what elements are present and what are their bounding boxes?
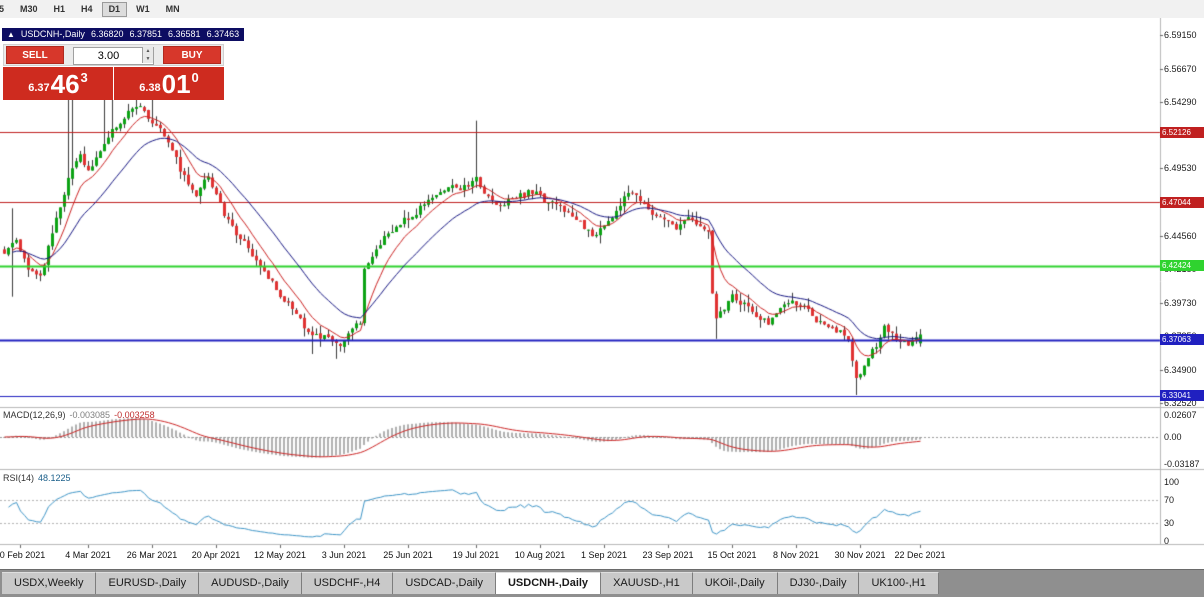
price-axis-label: 6.49530 [1164, 162, 1197, 173]
quote-close: 6.37463 [206, 29, 240, 39]
date-axis-label: 30 Nov 2021 [834, 550, 886, 560]
chart-region: ▲ USDCNH-,Daily 6.36820 6.37851 6.36581 … [0, 18, 1204, 569]
buy-price-small: 6.38 [139, 82, 161, 94]
chart-tab-ukoil-daily[interactable]: UKOil-,Daily [692, 572, 778, 594]
chart-tab-eurusd-daily[interactable]: EURUSD-,Daily [96, 572, 200, 594]
candlestick-chart-canvas[interactable] [0, 18, 1204, 569]
chart-tab-usdcad-daily[interactable]: USDCAD-,Daily [393, 572, 496, 594]
sell-price-big: 46 [50, 69, 80, 99]
date-axis-label: 10 Feb 2021 [0, 550, 46, 560]
hline-price-tag: 6.33041 [1160, 390, 1204, 402]
rsi-indicator-label: RSI(14) 48.1225 [3, 473, 71, 483]
price-axis-label: 6.56670 [1164, 64, 1197, 75]
hline-price-tag: 6.52126 [1160, 126, 1204, 138]
timeframe-button-d1[interactable]: D1 [101, 1, 128, 17]
macd-axis-label: -0.03187 [1164, 459, 1200, 470]
hline-price-tag: 6.47044 [1160, 196, 1204, 208]
quote-symbol: USDCNH-,Daily [20, 29, 85, 39]
chart-tab-usdx-weekly[interactable]: USDX,Weekly [2, 572, 97, 594]
macd-axis-label: 0.02607 [1164, 409, 1197, 420]
price-axis-label: 6.39730 [1164, 298, 1197, 309]
chart-tab-uk100-h1[interactable]: UK100-,H1 [859, 572, 939, 594]
macd-name: MACD(12,26,9) [3, 410, 66, 420]
rsi-axis-label: 70 [1164, 494, 1175, 505]
rsi-name: RSI(14) [3, 473, 35, 483]
rsi-value: 48.1225 [38, 473, 71, 483]
macd-signal-value: -0.003258 [114, 410, 155, 420]
chart-tab-dj30-daily[interactable]: DJ30-,Daily [777, 572, 860, 594]
chart-tab-bar: USDX,Weekly EURUSD-,Daily AUDUSD-,Daily USD… [0, 569, 1204, 597]
quote-open: 6.36820 [90, 29, 124, 39]
chart-tab-xauusd-h1[interactable]: XAUUSD-,H1 [601, 572, 693, 594]
date-axis-label: 3 Jun 2021 [321, 550, 367, 560]
buy-price-button[interactable]: 6.38 01 0 [114, 67, 224, 100]
date-axis-label: 23 Sep 2021 [642, 550, 694, 560]
date-axis-label: 26 Mar 2021 [126, 550, 178, 560]
hline-price-tag: 6.37063 [1160, 334, 1204, 346]
date-axis-label: 20 Apr 2021 [191, 550, 241, 560]
timeframe-button-h1[interactable]: H1 [47, 2, 73, 17]
date-axis-label: 8 Nov 2021 [772, 550, 820, 560]
hline-price-labels: 6.52126 6.47044 6.42424 6.37063 6.33041 [1160, 18, 1204, 569]
price-axis-label: 6.34900 [1164, 364, 1197, 375]
date-axis[interactable]: 10 Feb 2021 4 Mar 2021 26 Mar 2021 20 Apr 2… [0, 547, 1160, 569]
rsi-axis-label: 30 [1164, 518, 1175, 529]
trade-controls-row: SELL ▲ ▼ BUY [3, 44, 224, 66]
timeframe-toolbar: 5 M30 H1 H4 D1 W1 MN [0, 0, 1204, 19]
price-axis-label: 6.32520 [1164, 397, 1197, 408]
timeframe-button-5[interactable]: 5 [0, 2, 11, 17]
date-axis-label: 1 Sep 2021 [580, 550, 628, 560]
hline-price-tag: 6.42424 [1160, 260, 1204, 272]
up-arrow-icon: ▲ [7, 30, 15, 39]
date-axis-label: 19 Jul 2021 [452, 550, 500, 560]
price-display: 6.37 46 3 6.38 01 0 [3, 67, 224, 100]
volume-spinner: ▲ ▼ [142, 47, 153, 63]
sell-price-button[interactable]: 6.37 46 3 [3, 67, 113, 100]
timeframe-button-mn[interactable]: MN [159, 2, 187, 17]
buy-price-big: 01 [161, 69, 191, 99]
timeframe-button-w1[interactable]: W1 [129, 2, 157, 17]
chart-tab-audusd-daily[interactable]: AUDUSD-,Daily [199, 572, 302, 594]
quote-low: 6.36581 [168, 29, 201, 39]
timeframe-button-m30[interactable]: M30 [13, 2, 45, 17]
date-axis-label: 22 Dec 2021 [894, 550, 946, 560]
volume-decrease-button[interactable]: ▼ [142, 55, 153, 63]
sell-button[interactable]: SELL [6, 46, 64, 64]
date-axis-label: 15 Oct 2021 [707, 550, 757, 560]
rsi-axis-label: 100 [1164, 477, 1180, 487]
price-divider [113, 67, 114, 100]
chart-tab-usdcnh-daily[interactable]: USDCNH-,Daily [495, 572, 602, 594]
date-axis-label: 4 Mar 2021 [65, 550, 111, 560]
volume-increase-button[interactable]: ▲ [142, 47, 153, 55]
buy-button[interactable]: BUY [163, 46, 221, 64]
quote-bar: ▲ USDCNH-,Daily 6.36820 6.37851 6.36581 … [2, 28, 245, 41]
date-axis-label: 10 Aug 2021 [514, 550, 566, 560]
timeframe-button-h4[interactable]: H4 [74, 2, 100, 17]
macd-main-value: -0.003085 [69, 410, 111, 420]
sell-price-small: 6.37 [28, 82, 50, 94]
volume-input[interactable] [73, 47, 154, 65]
date-axis-label: 25 Jun 2021 [383, 550, 433, 560]
quote-high: 6.37851 [129, 29, 163, 39]
volume-box: ▲ ▼ [73, 46, 154, 65]
price-axis-label: 6.54290 [1164, 97, 1197, 108]
rsi-axis-label: 0 [1164, 536, 1170, 546]
buy-price-sup: 0 [191, 70, 199, 85]
date-axis-label: 12 May 2021 [253, 550, 307, 560]
sell-price-sup: 3 [80, 70, 88, 85]
price-axis-label: 6.44560 [1164, 231, 1197, 242]
price-axis-label: 6.59150 [1164, 30, 1197, 41]
macd-indicator-label: MACD(12,26,9) -0.003085 -0.003258 [3, 410, 155, 420]
macd-axis-label: 0.00 [1164, 432, 1182, 442]
chart-tab-usdchf-h4[interactable]: USDCHF-,H4 [301, 572, 394, 594]
